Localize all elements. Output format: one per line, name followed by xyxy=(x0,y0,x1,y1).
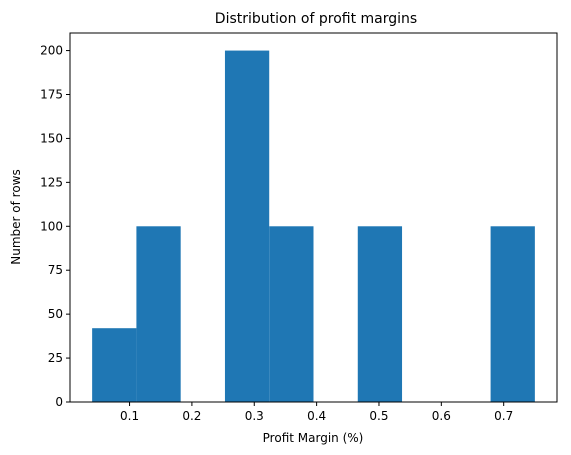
histogram-bar xyxy=(224,50,270,402)
x-tick-label: 0.1 xyxy=(120,409,139,423)
y-axis-ticks: 0 25 50 75 100 125 150 175 200 xyxy=(40,44,70,409)
x-tick-label: 0.3 xyxy=(245,409,264,423)
y-tick-label: 50 xyxy=(48,307,63,321)
x-tick-label: 0.4 xyxy=(307,409,326,423)
y-tick-label: 175 xyxy=(40,88,63,102)
histogram-bar xyxy=(92,328,137,402)
bars-group xyxy=(92,50,535,402)
x-axis-label: Profit Margin (%) xyxy=(263,431,364,445)
histogram-bar xyxy=(490,226,535,402)
y-tick-label: 75 xyxy=(48,263,63,277)
y-tick-label: 125 xyxy=(40,175,63,189)
chart-title: Distribution of profit margins xyxy=(215,11,417,27)
x-tick-label: 0.5 xyxy=(369,409,388,423)
y-tick-label: 25 xyxy=(48,351,63,365)
y-axis-label: Number of rows xyxy=(9,169,23,264)
y-tick-label: 0 xyxy=(55,395,63,409)
x-tick-label: 0.2 xyxy=(182,409,201,423)
plot-frame xyxy=(69,32,558,403)
x-tick-label: 0.7 xyxy=(494,409,513,423)
x-tick-label: 0.6 xyxy=(432,409,451,423)
x-axis-ticks: 0.1 0.2 0.3 0.4 0.5 0.6 0.7 xyxy=(120,402,513,423)
histogram-bar xyxy=(357,226,403,402)
y-tick-label: 100 xyxy=(40,219,63,233)
y-tick-label: 150 xyxy=(40,131,63,145)
y-tick-label: 200 xyxy=(40,44,63,58)
histogram-bar xyxy=(269,226,314,402)
histogram-bar xyxy=(136,226,181,402)
